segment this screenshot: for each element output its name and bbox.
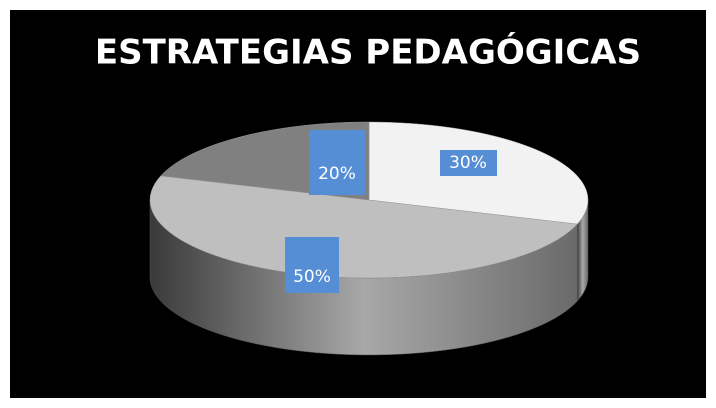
data-label: 20% xyxy=(318,164,356,184)
data-label-box xyxy=(309,130,365,195)
data-label: 50% xyxy=(293,267,331,287)
data-label: 30% xyxy=(449,153,487,173)
chart-title: ESTRATEGIAS PEDAGÓGICAS xyxy=(95,32,641,73)
data-label-box xyxy=(440,150,497,176)
data-label-box xyxy=(285,237,339,293)
